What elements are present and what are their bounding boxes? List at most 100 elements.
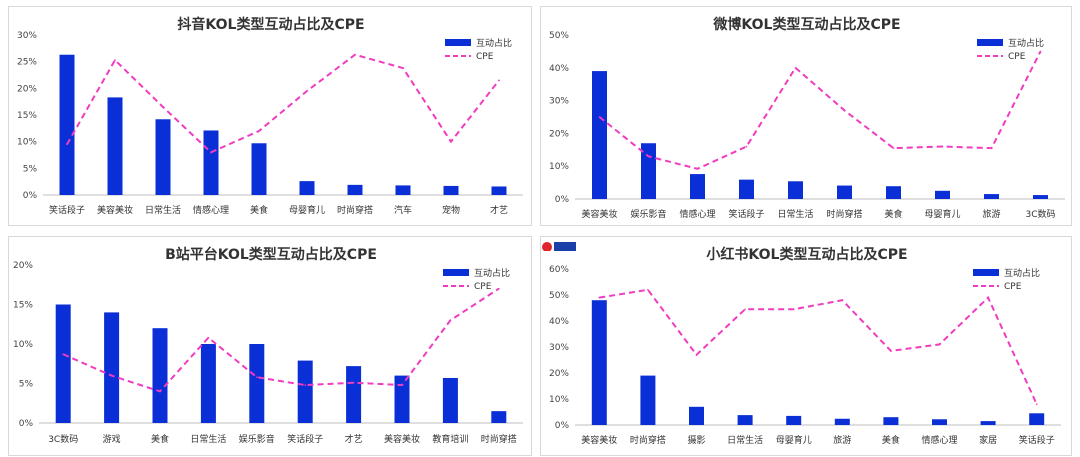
chart-bilibili: B站平台KOL类型互动占比及CPE 0% 5% 10% 15% 20% 3C数码 游戏 美食 日常… <box>13 246 523 445</box>
cpe-point <box>647 289 649 291</box>
cpe-point <box>110 374 113 377</box>
bar-interaction-share <box>346 366 362 423</box>
category-label: 时尚穿搭 <box>337 204 373 216</box>
cpe-line <box>66 53 500 154</box>
bar-interaction-share <box>1029 413 1045 425</box>
cpe-point <box>450 140 452 143</box>
cpe-line <box>62 287 500 393</box>
category-label: 时尚穿搭 <box>630 434 666 446</box>
bar-interaction-share <box>786 415 802 425</box>
bar-interaction-share <box>883 417 899 425</box>
bar-interaction-share <box>935 190 950 199</box>
category-label: 笑话段子 <box>287 433 323 445</box>
bar-interaction-share <box>591 300 607 425</box>
y-tick-label: 20% <box>17 84 37 94</box>
category-label: 才艺 <box>345 433 363 445</box>
chart-panel-bilibili: B站平台KOL类型互动占比及CPE 0% 5% 10% 15% 20% 3C数码 游戏 美食 日常… <box>8 236 532 456</box>
y-tick-label: 0% <box>555 195 570 205</box>
category-label: 情感心理 <box>679 208 715 220</box>
y-tick-label: 15% <box>13 301 33 311</box>
bar-interaction-share <box>395 185 411 195</box>
category-label: 日常生活 <box>727 434 763 446</box>
y-tick-label: 40% <box>549 317 569 327</box>
legend-line-label: CPE <box>474 282 492 292</box>
cpe-line <box>599 288 1038 405</box>
bar-interaction-share <box>55 304 71 423</box>
legend-bar-label: 互动占比 <box>476 37 512 49</box>
y-tick-label: 0% <box>19 419 34 429</box>
bar-interaction-share <box>689 406 704 425</box>
y-tick-label: 20% <box>549 369 569 379</box>
bar-interaction-share <box>203 130 219 195</box>
y-tick-label: 0% <box>23 191 38 201</box>
bar-interaction-share <box>59 54 75 195</box>
bar-interaction-share <box>690 174 705 199</box>
y-tick-label: 50% <box>549 291 569 301</box>
cpe-point <box>647 155 650 158</box>
cpe-point <box>159 390 161 393</box>
bar-interaction-share <box>443 185 459 195</box>
chart-title: 微博KOL类型互动占比及CPE <box>712 16 900 33</box>
category-label: 摄影 <box>687 434 705 446</box>
bar-interaction-share <box>491 411 507 423</box>
cpe-point <box>890 350 892 352</box>
legend-bar-label: 互动占比 <box>474 267 510 279</box>
cpe-point <box>598 116 601 118</box>
cpe-point <box>990 147 993 149</box>
y-tick-label: 25% <box>17 58 37 68</box>
category-label: 情感心理 <box>921 434 957 446</box>
chart-xiaohongshu: 小红书KOL类型互动占比及CPE 0% 10% 20% 30% 40% 50% 60% 美容美妆… <box>549 246 1061 446</box>
cpe-point <box>210 151 212 154</box>
chart-title: 抖音KOL类型互动占比及CPE <box>177 16 364 33</box>
cpe-point <box>114 59 116 61</box>
category-label: 3C数码 <box>1025 208 1055 220</box>
bar-interaction-share <box>984 194 999 199</box>
y-tick-label: 15% <box>17 111 37 121</box>
bar-interaction-share <box>347 184 363 195</box>
y-tick-label: 20% <box>13 261 33 271</box>
category-label: 母婴育儿 <box>924 208 960 220</box>
y-tick-label: 30% <box>17 31 37 41</box>
legend-bar-swatch <box>445 39 471 46</box>
y-tick-label: 10% <box>17 138 37 148</box>
y-tick-label: 5% <box>23 164 38 174</box>
cpe-point <box>1035 403 1038 405</box>
legend-bar-swatch <box>443 269 469 276</box>
chart-panel-weibo: 微博KOL类型互动占比及CPE 0% 10% 20% 30% 40% 50% 美容美妆 娱乐影音… <box>540 6 1072 226</box>
cpe-point <box>207 336 210 339</box>
cpe-point <box>66 143 68 146</box>
y-tick-label: 10% <box>549 395 569 405</box>
bar-interaction-share <box>641 143 656 199</box>
cpe-point <box>938 343 941 346</box>
category-label: 美容美妆 <box>581 208 617 220</box>
legend-bar-swatch <box>977 39 1003 46</box>
cpe-point <box>449 319 452 322</box>
category-label: 娱乐影音 <box>630 208 666 220</box>
chart-title: 小红书KOL类型互动占比及CPE <box>706 246 907 263</box>
cpe-point <box>696 168 699 170</box>
bar-interaction-share <box>932 419 947 425</box>
bar-interaction-share <box>251 143 267 195</box>
cpe-point <box>598 296 601 299</box>
legend-line-label: CPE <box>476 52 494 62</box>
category-label: 笑话段子 <box>728 208 764 220</box>
cpe-point <box>62 353 64 356</box>
chart-panel-douyin: 抖音KOL类型互动占比及CPE 0% 5% 10% 15% 20% 25% 30% 笑话段子 美容… <box>8 6 532 226</box>
category-label: 母婴育儿 <box>776 434 812 446</box>
cpe-point <box>695 354 698 356</box>
y-tick-label: 20% <box>549 129 569 139</box>
cpe-point <box>745 145 748 148</box>
category-label: 汽车 <box>394 204 412 216</box>
category-label: 美容美妆 <box>581 434 617 446</box>
bar-interaction-share <box>200 344 216 423</box>
chart-panel-xiaohongshu: 小红书KOL类型互动占比及CPE 0% 10% 20% 30% 40% 50% 60% 美容美妆… <box>540 236 1072 456</box>
y-tick-label: 0% <box>555 421 570 431</box>
cpe-point <box>843 109 846 112</box>
y-tick-label: 60% <box>549 265 569 275</box>
bar-interaction-share <box>104 312 120 423</box>
bar-interaction-share <box>297 360 313 423</box>
category-label: 旅游 <box>982 208 1000 220</box>
category-label: 美食 <box>250 204 268 216</box>
bar-interaction-share <box>788 181 803 199</box>
category-label: 教育培训 <box>432 433 468 445</box>
